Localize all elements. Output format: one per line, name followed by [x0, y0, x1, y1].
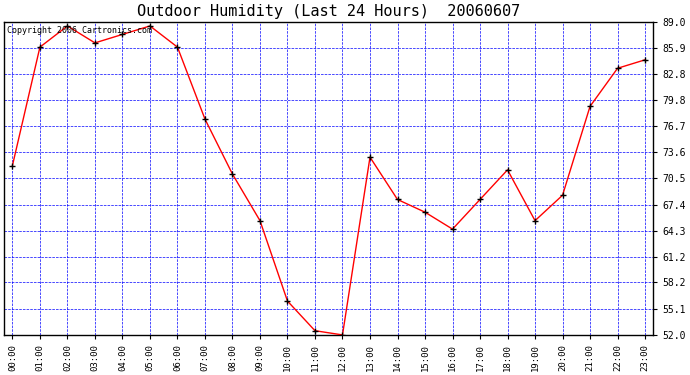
Text: Copyright 2006 Cartronics.com: Copyright 2006 Cartronics.com	[8, 26, 152, 35]
Title: Outdoor Humidity (Last 24 Hours)  20060607: Outdoor Humidity (Last 24 Hours) 2006060…	[137, 4, 520, 19]
